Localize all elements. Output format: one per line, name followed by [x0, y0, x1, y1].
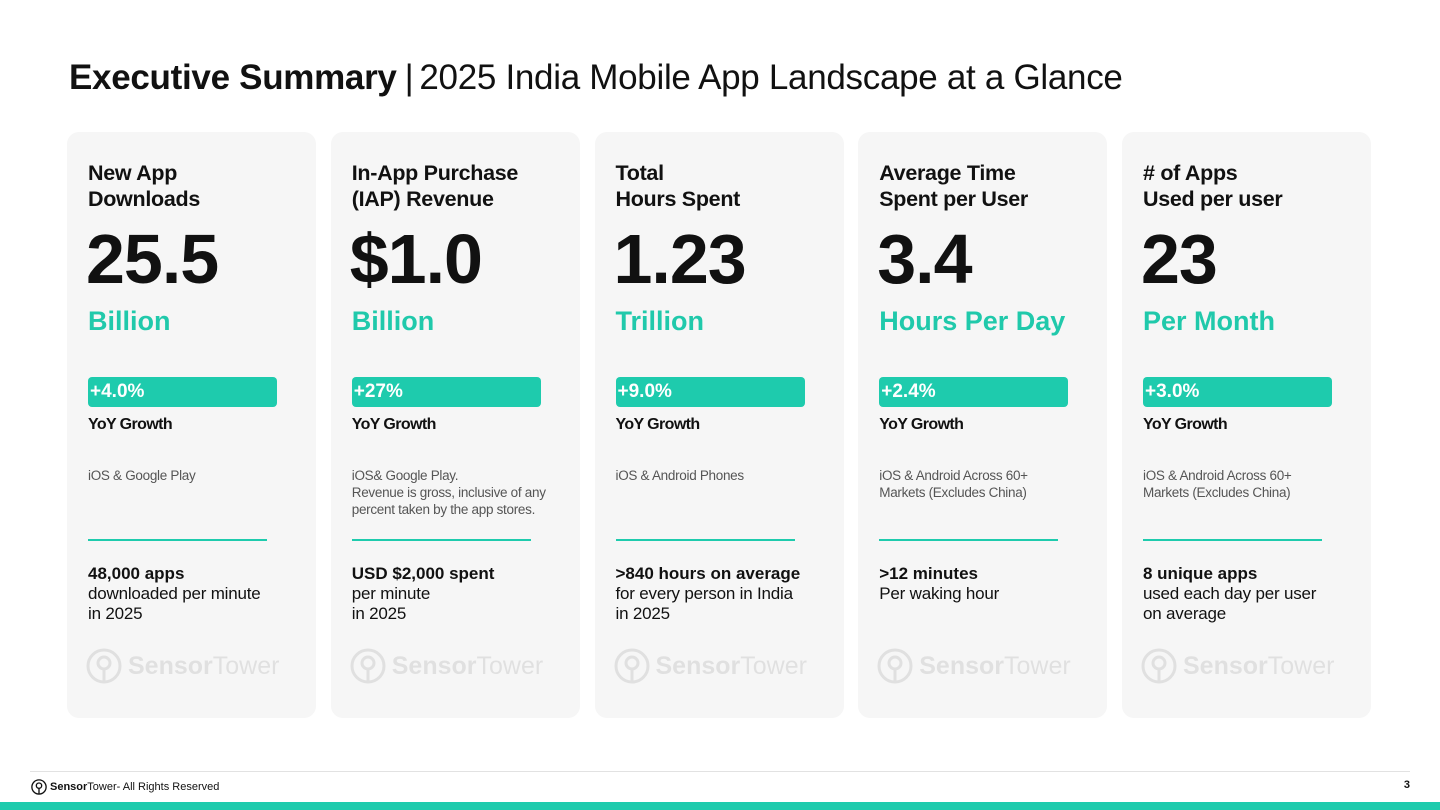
card-value: $1.0: [349, 220, 483, 298]
card-source-note: iOS & Android Across 60+ Markets (Exclud…: [879, 468, 1028, 500]
watermark: SensorTower: [86, 646, 279, 686]
card-detail-text: per minute in 2025: [351, 584, 431, 623]
card-detail-text: downloaded per minute in 2025: [88, 584, 261, 623]
card-value: 23: [1141, 220, 1218, 298]
card-detail: >840 hours on average for every person i…: [616, 564, 841, 624]
card-value: 3.4: [877, 220, 972, 298]
page-title-main: Executive Summary: [69, 58, 397, 97]
card-detail-text: used each day per user on average: [1143, 584, 1317, 623]
card-detail-highlight: USD $2,000 spent: [351, 564, 495, 583]
growth-value: +9.0%: [617, 381, 672, 402]
sensor-tower-logo-icon: [86, 648, 122, 684]
card-detail-highlight: >12 minutes: [879, 564, 978, 583]
card-detail-highlight: 8 unique apps: [1143, 564, 1258, 583]
card-divider: [88, 539, 267, 541]
footer-brand-bold: Sensor: [50, 781, 88, 793]
watermark-brand-regular: Tower: [212, 651, 280, 680]
card-unit: Billion: [88, 306, 171, 336]
kpi-card-time-per-user: Average Time Spent per User 3.4 Hours Pe…: [858, 132, 1108, 718]
card-divider: [1143, 539, 1322, 541]
growth-label: YoY Growth: [615, 416, 701, 433]
page-number: 3: [1403, 779, 1410, 791]
watermark-text: SensorTower: [656, 652, 807, 681]
watermark-brand-bold: Sensor: [1183, 651, 1268, 680]
watermark-text: SensorTower: [919, 652, 1070, 681]
card-title: Total Hours Spent: [615, 161, 741, 211]
card-unit: Hours Per Day: [879, 306, 1066, 336]
card-detail-highlight: >840 hours on average: [615, 564, 801, 583]
card-source-note: iOS & Android Across 60+ Markets (Exclud…: [1143, 468, 1292, 500]
footer-divider: [30, 771, 1410, 772]
watermark-text: SensorTower: [128, 652, 279, 681]
card-detail: 48,000 apps downloaded per minute in 202…: [88, 564, 313, 624]
footer-brand-regular: Tower: [87, 781, 117, 793]
watermark-brand-bold: Sensor: [655, 651, 741, 680]
card-unit: Billion: [351, 306, 435, 336]
card-source-note: iOS & Android Phones: [615, 468, 745, 483]
footer: SensorTower - All Rights Reserved: [31, 778, 219, 796]
sensor-tower-logo-icon: [1141, 648, 1177, 684]
watermark-brand-regular: Tower: [1004, 651, 1071, 680]
growth-value: +2.4%: [881, 381, 936, 402]
growth-badge: +4.0%: [88, 377, 277, 407]
card-detail: 8 unique apps used each day per user on …: [1143, 564, 1368, 624]
footer-rights: - All Rights Reserved: [116, 781, 220, 793]
card-title: In-App Purchase (IAP) Revenue: [351, 161, 519, 211]
card-detail-highlight: 48,000 apps: [88, 564, 185, 583]
watermark-brand-bold: Sensor: [391, 651, 477, 680]
kpi-card-hours-spent: Total Hours Spent 1.23 Trillion +9.0% Yo…: [594, 132, 844, 718]
watermark-text: SensorTower: [392, 652, 543, 681]
growth-label: YoY Growth: [351, 416, 437, 433]
card-title: New App Downloads: [88, 161, 200, 211]
page-title-subtitle: 2025 India Mobile App Landscape at a Gla…: [419, 58, 1123, 97]
card-source-note: iOS & Google Play: [88, 468, 196, 483]
card-unit: Per Month: [1143, 306, 1275, 336]
watermark: SensorTower: [877, 646, 1071, 686]
card-divider: [615, 539, 795, 541]
card-detail: USD $2,000 spent per minute in 2025: [352, 564, 577, 624]
growth-value: +3.0%: [1145, 381, 1200, 402]
watermark-brand-bold: Sensor: [128, 651, 213, 680]
kpi-card-iap-revenue: In-App Purchase (IAP) Revenue $1.0 Billi…: [330, 132, 580, 718]
growth-label: YoY Growth: [879, 416, 964, 433]
watermark-brand-regular: Tower: [740, 651, 807, 680]
kpi-card-downloads: New App Downloads 25.5 Billion +4.0% YoY…: [67, 132, 316, 718]
growth-badge: +27%: [351, 377, 541, 407]
sensor-tower-logo-icon: [31, 779, 47, 795]
card-source-note: iOS& Google Play. Revenue is gross, incl…: [351, 468, 546, 517]
watermark: SensorTower: [350, 646, 543, 686]
card-divider: [351, 539, 531, 541]
sensor-tower-logo-icon: [614, 648, 649, 684]
card-unit: Trillion: [615, 306, 705, 336]
watermark: SensorTower: [614, 646, 807, 686]
growth-badge: +2.4%: [879, 377, 1069, 407]
growth-badge: +9.0%: [615, 377, 805, 407]
bottom-accent-bar: [0, 802, 1440, 810]
card-detail-text: Per waking hour: [879, 584, 1000, 603]
watermark-brand-bold: Sensor: [919, 651, 1005, 680]
card-detail-text: for every person in India in 2025: [615, 584, 794, 623]
card-title: # of Apps Used per user: [1143, 161, 1283, 211]
watermark-brand-regular: Tower: [1267, 651, 1335, 680]
growth-label: YoY Growth: [88, 416, 173, 433]
sensor-tower-logo-icon: [350, 648, 386, 684]
growth-label: YoY Growth: [1143, 416, 1228, 433]
growth-badge: +3.0%: [1143, 377, 1332, 407]
watermark: SensorTower: [1141, 646, 1334, 686]
page-title: Executive Summary | 2025 India Mobile App …: [69, 58, 1123, 98]
growth-value: +4.0%: [90, 381, 145, 402]
sensor-tower-logo-icon: [877, 648, 913, 684]
kpi-cards: New App Downloads 25.5 Billion +4.0% YoY…: [67, 132, 1371, 718]
kpi-card-apps-per-user: # of Apps Used per user 23 Per Month +3.…: [1122, 132, 1371, 718]
card-detail: >12 minutes Per waking hour: [879, 564, 1104, 604]
page-title-separator: |: [404, 58, 414, 97]
card-value: 25.5: [86, 220, 219, 298]
footer-brand: SensorTower: [50, 781, 117, 793]
card-title: Average Time Spent per User: [879, 161, 1028, 211]
card-value: 1.23: [613, 220, 747, 298]
watermark-text: SensorTower: [1183, 652, 1334, 681]
growth-value: +27%: [353, 381, 403, 402]
card-divider: [879, 539, 1059, 541]
watermark-brand-regular: Tower: [476, 651, 544, 680]
